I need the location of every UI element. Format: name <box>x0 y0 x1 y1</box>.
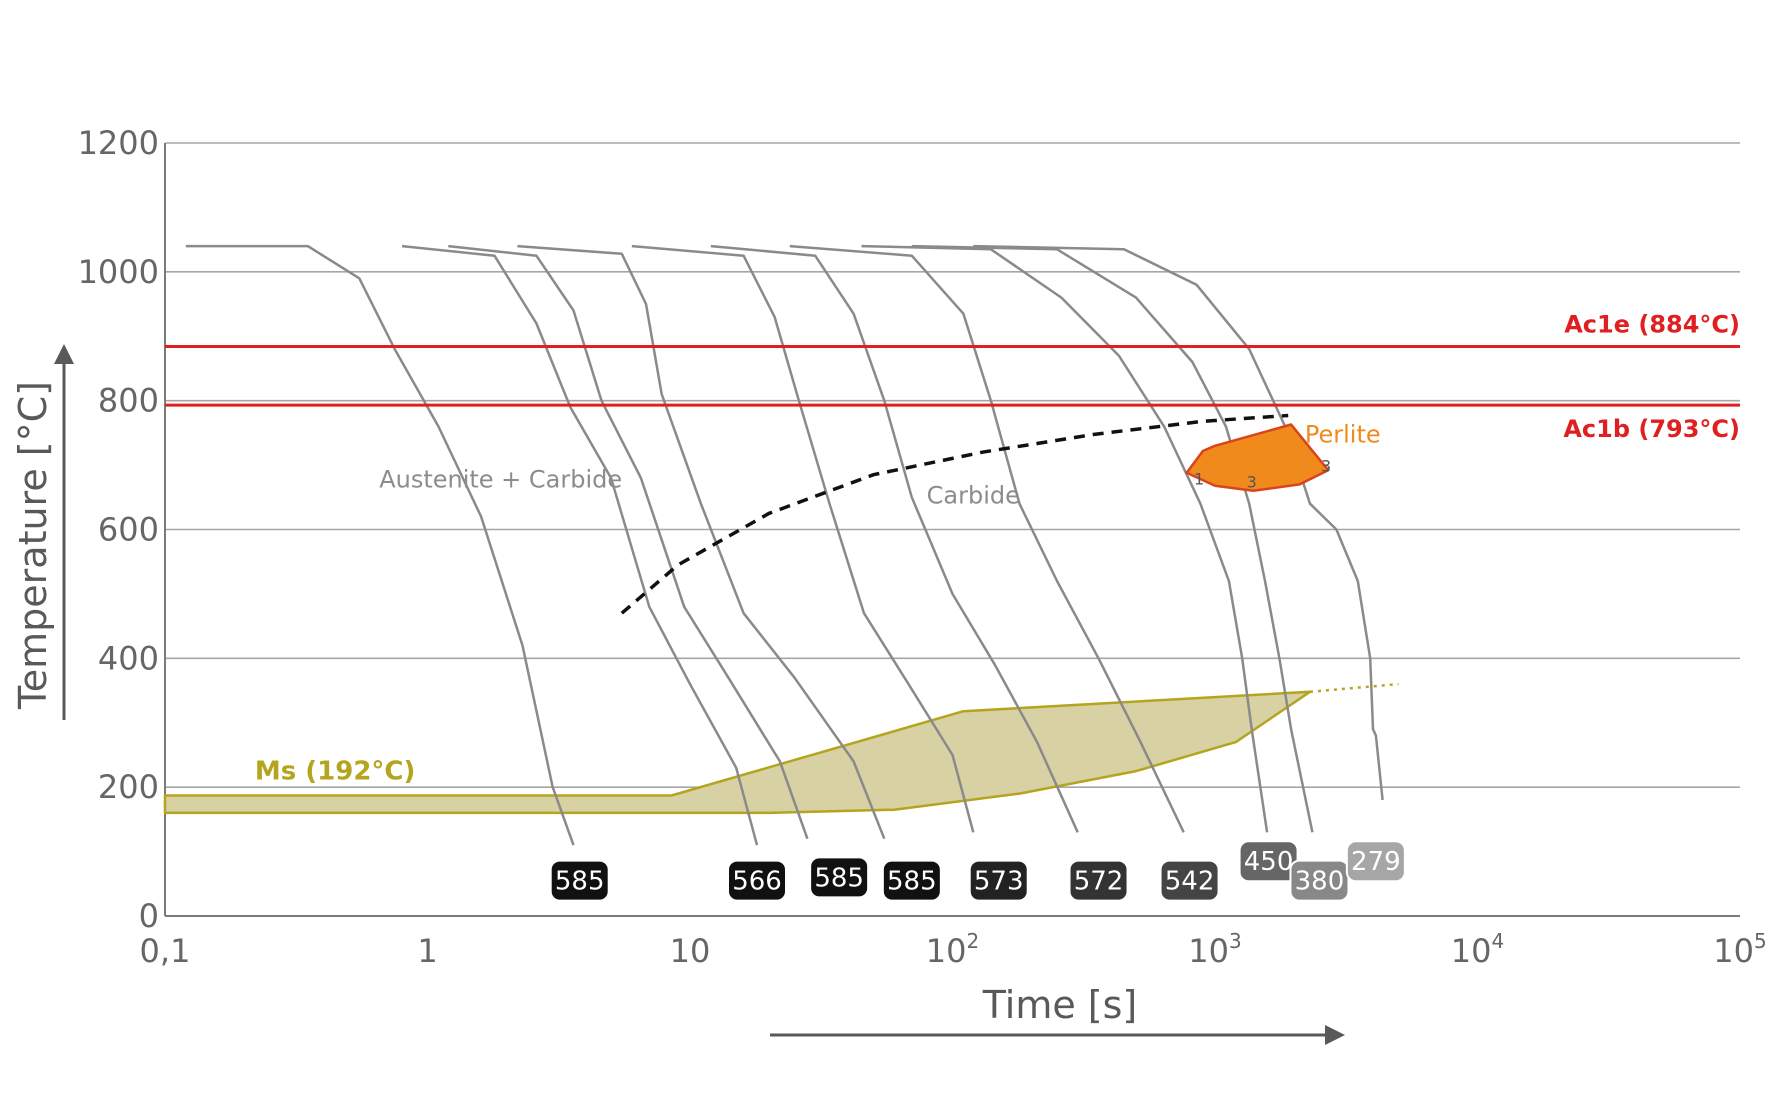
hardness-badge <box>968 859 1029 902</box>
y-tick-label: 400 <box>98 639 159 677</box>
hardness-badge <box>1068 859 1129 902</box>
hardness-value: 566 <box>732 867 782 897</box>
x-tick-exponent: 2 <box>966 929 979 953</box>
x-tick-exponent: 4 <box>1491 929 1504 953</box>
hardness-value: 279 <box>1351 847 1401 877</box>
region-label: Austenite + Carbide <box>379 466 622 494</box>
y-axis-arrow-head <box>54 344 74 364</box>
cooling-curve <box>401 244 759 846</box>
ms-band <box>163 690 1312 815</box>
ms-region <box>163 682 1399 815</box>
cooling-curve <box>710 244 1079 833</box>
x-tick-base: 10 <box>1188 932 1229 970</box>
region-label: Carbide <box>927 482 1020 510</box>
x-tick-base: 10 <box>670 932 711 970</box>
x-tick-label: 1 <box>417 932 437 970</box>
hardness-value: 585 <box>887 867 937 897</box>
hardness-value: 572 <box>1074 867 1124 897</box>
hardness-value: 585 <box>555 867 605 897</box>
hardness-value: 380 <box>1295 867 1345 897</box>
cooling-curve <box>789 244 1185 833</box>
y-tick-label: 1000 <box>78 253 159 291</box>
perlite-label: Perlite <box>1305 421 1381 449</box>
ms-label: Ms (192°C) <box>255 756 416 786</box>
hardness-badge <box>1289 859 1350 902</box>
hardness-badge <box>549 859 610 902</box>
x-tick-base: 10 <box>1713 932 1754 970</box>
y-tick-label: 200 <box>98 768 159 806</box>
grid-lines <box>165 142 1740 788</box>
perlite-region: Perlite 1 3 3 <box>1185 421 1381 493</box>
perlite-marker: 3 <box>1321 457 1331 476</box>
ref-line-label: Ac1e (884°C) <box>1564 311 1740 339</box>
hardness-badge <box>809 856 870 899</box>
y-axis-title: Temperature [°C] <box>11 381 55 710</box>
x-tick-label: 103 <box>1188 929 1241 970</box>
x-tick-base: 1 <box>417 932 437 970</box>
chart-labels: Austenite + Carbide Carbide Ms (192°C) <box>255 466 1020 787</box>
y-tick-label: 800 <box>98 382 159 420</box>
cooling-curves <box>185 244 1384 846</box>
perlite-marker: 1 <box>1194 469 1204 488</box>
x-tick-exponent: 3 <box>1229 929 1242 953</box>
x-tick-label: 104 <box>1451 929 1504 970</box>
perlite-area <box>1185 423 1330 493</box>
x-tick-label: 105 <box>1713 929 1766 970</box>
hardness-badge <box>1159 859 1220 902</box>
cooling-curve <box>631 244 975 833</box>
y-tick-label: 600 <box>98 511 159 549</box>
cooling-curve <box>973 244 1384 801</box>
cooling-curve <box>517 244 886 840</box>
cooling-curve <box>861 244 1269 833</box>
ref-line-label: Ac1b (793°C) <box>1563 415 1740 443</box>
x-tick-label: 10 <box>670 932 711 970</box>
hardness-value: 585 <box>814 863 864 893</box>
x-axis-arrow-head <box>1325 1025 1345 1045</box>
x-axis-title: Time [s] <box>982 983 1138 1027</box>
x-tick-base: 10 <box>1451 932 1492 970</box>
y-tick-label: 1200 <box>78 124 159 162</box>
hardness-value: 542 <box>1165 867 1215 897</box>
hardness-value: 573 <box>974 867 1024 897</box>
hardness-badge <box>1345 840 1406 883</box>
x-tick-exponent: 5 <box>1754 929 1767 953</box>
ms-extension-dotted <box>1309 682 1399 694</box>
x-tick-base: 0,1 <box>140 932 191 970</box>
reference-lines: Ac1e (884°C) Ac1b (793°C) <box>165 311 1740 443</box>
cooling-curve <box>448 244 809 840</box>
x-tick-label: 0,1 <box>140 932 191 970</box>
x-tick-base: 10 <box>926 932 967 970</box>
cooling-curve <box>185 244 575 846</box>
perlite-marker: 3 <box>1247 473 1257 492</box>
hardness-badge <box>881 859 942 902</box>
carbide-start-curve <box>620 413 1289 615</box>
hardness-value: 450 <box>1244 847 1294 877</box>
y-tick-label: 0 <box>139 897 159 935</box>
hardness-badge <box>727 859 788 902</box>
x-tick-label: 102 <box>926 929 979 970</box>
